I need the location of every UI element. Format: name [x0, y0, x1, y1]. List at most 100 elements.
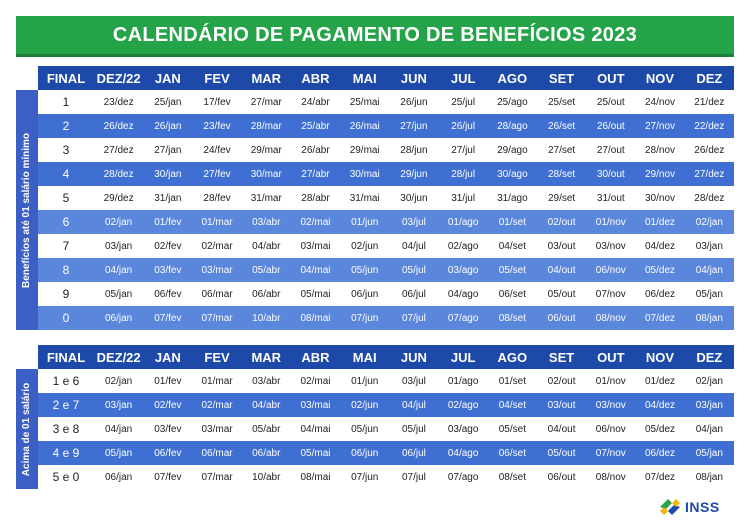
column-header-month: FEV [192, 66, 242, 90]
payment-date-cell: 05/jan [684, 441, 734, 465]
table-row: 1 e 6 02/jan 01/fev 01/mar 03/abr 02/mai 01/ju… [38, 369, 734, 393]
payment-date-cell: 31/mai [340, 186, 390, 210]
payment-date-cell: 22/dez [684, 114, 734, 138]
payment-date-cell: 27/out [586, 138, 636, 162]
payment-date-cell: 03/out [536, 393, 587, 417]
table-row: 5 29/dez 31/jan 28/fev 31/mar 28/abr 31/mai 30/… [38, 186, 734, 210]
payment-date-cell: 30/ago [487, 162, 537, 186]
payment-date-cell: 06/nov [586, 417, 636, 441]
column-header-month: MAR [241, 345, 291, 369]
payment-date-cell: 06/out [536, 306, 587, 330]
payment-date-cell: 02/ago [438, 234, 488, 258]
table-header-row: FINAL DEZ/22 JAN FEV MAR ABR MAI JUN JUL AGO SET OU… [38, 66, 734, 90]
payment-date-cell: 08/jan [684, 306, 734, 330]
payment-date-cell: 05/jun [340, 417, 390, 441]
payment-date-cell: 01/jun [340, 210, 390, 234]
final-digit-cell: 5 [38, 186, 94, 210]
column-header-month: JAN [143, 66, 193, 90]
payment-date-cell: 01/dez [635, 210, 685, 234]
payment-date-cell: 28/abr [290, 186, 341, 210]
payment-date-cell: 04/out [536, 258, 587, 282]
payment-date-cell: 01/ago [438, 210, 488, 234]
payment-date-cell: 05/mai [290, 282, 341, 306]
payment-date-cell: 05/set [487, 417, 537, 441]
payment-date-cell: 03/abr [241, 369, 291, 393]
page-title: CALENDÁRIO DE PAGAMENTO DE BENEFÍCIOS 20… [112, 23, 638, 46]
payment-date-cell: 26/out [586, 114, 636, 138]
payment-date-cell: 28/set [536, 162, 587, 186]
column-header-month: AGO [487, 345, 537, 369]
inss-logo-icon [660, 499, 680, 515]
payment-date-cell: 05/set [487, 258, 537, 282]
payment-date-cell: 07/ago [438, 306, 488, 330]
payment-date-cell: 24/nov [635, 90, 685, 114]
payment-date-cell: 31/ago [487, 186, 537, 210]
payment-date-cell: 06/mar [192, 282, 242, 306]
table-row: 4 28/dez 30/jan 27/fev 30/mar 27/abr 30/mai 29/… [38, 162, 734, 186]
column-header-month: MAI [340, 66, 390, 90]
payment-date-cell: 26/set [536, 114, 587, 138]
payment-date-cell: 08/set [487, 465, 537, 489]
final-digit-cell: 1 [38, 90, 94, 114]
payment-date-cell: 30/mai [340, 162, 390, 186]
payment-date-cell: 01/mar [192, 210, 242, 234]
payment-date-cell: 01/fev [143, 210, 193, 234]
payment-date-cell: 28/dez [684, 186, 734, 210]
final-digit-cell: 9 [38, 282, 94, 306]
table-row: 4 e 9 05/jan 06/fev 06/mar 06/abr 05/mai 06/ju… [38, 441, 734, 465]
payment-date-cell: 05/jul [389, 258, 439, 282]
payment-date-cell: 26/jun [389, 90, 439, 114]
final-digit-cell: 4 [38, 162, 94, 186]
payment-date-cell: 02/jun [340, 234, 390, 258]
payment-date-cell: 29/set [536, 186, 587, 210]
payment-date-cell: 06/jun [340, 282, 390, 306]
payment-date-cell: 03/ago [438, 258, 488, 282]
payment-date-cell: 29/jun [389, 162, 439, 186]
payment-date-cell: 30/out [586, 162, 636, 186]
column-header-month: DEZ/22 [94, 345, 144, 369]
final-digit-cell: 3 e 8 [38, 417, 94, 441]
payment-date-cell: 30/mar [241, 162, 291, 186]
payment-date-cell: 02/fev [143, 393, 193, 417]
payment-date-cell: 01/nov [586, 369, 636, 393]
column-header-month: SET [536, 345, 587, 369]
payment-date-cell: 05/jan [94, 441, 144, 465]
payment-date-cell: 25/mai [340, 90, 390, 114]
payment-date-cell: 04/jan [684, 258, 734, 282]
column-header-month: ABR [290, 66, 341, 90]
payment-date-cell: 06/dez [635, 441, 685, 465]
payment-date-cell: 07/nov [586, 282, 636, 306]
payment-date-cell: 04/jul [389, 393, 439, 417]
payment-date-cell: 25/abr [290, 114, 341, 138]
final-digit-cell: 7 [38, 234, 94, 258]
payment-table-minimum-wage: FINAL DEZ/22 JAN FEV MAR ABR MAI JUN JUL AGO SET OU… [38, 66, 734, 330]
payment-date-cell: 25/set [536, 90, 587, 114]
payment-date-cell: 04/out [536, 417, 587, 441]
payment-date-cell: 02/jan [684, 369, 734, 393]
payment-date-cell: 10/abr [241, 306, 291, 330]
column-header-month: JUL [438, 345, 488, 369]
final-digit-cell: 3 [38, 138, 94, 162]
payment-date-cell: 04/set [487, 234, 537, 258]
payment-date-cell: 03/mai [290, 234, 341, 258]
payment-date-cell: 02/jan [94, 369, 144, 393]
payment-date-cell: 05/dez [635, 417, 685, 441]
payment-date-cell: 23/dez [94, 90, 144, 114]
payment-date-cell: 03/jan [94, 393, 144, 417]
column-header-month: DEZ/22 [94, 66, 144, 90]
payment-date-cell: 06/abr [241, 441, 291, 465]
payment-date-cell: 27/dez [94, 138, 144, 162]
table-row: 8 04/jan 03/fev 03/mar 05/abr 04/mai 05/jun 05/… [38, 258, 734, 282]
payment-date-cell: 07/jun [340, 306, 390, 330]
payment-date-cell: 31/jan [143, 186, 193, 210]
payment-date-cell: 24/abr [290, 90, 341, 114]
payment-date-cell: 27/set [536, 138, 587, 162]
payment-date-cell: 02/out [536, 210, 587, 234]
final-digit-cell: 8 [38, 258, 94, 282]
payment-date-cell: 29/mar [241, 138, 291, 162]
payment-date-cell: 03/jan [94, 234, 144, 258]
payment-table-above-minimum: FINAL DEZ/22 JAN FEV MAR ABR MAI JUN JUL AGO SET OU… [38, 345, 734, 489]
payment-date-cell: 06/jun [340, 441, 390, 465]
payment-date-cell: 07/mar [192, 465, 242, 489]
table-row: 3 e 8 04/jan 03/fev 03/mar 05/abr 04/mai 05/ju… [38, 417, 734, 441]
